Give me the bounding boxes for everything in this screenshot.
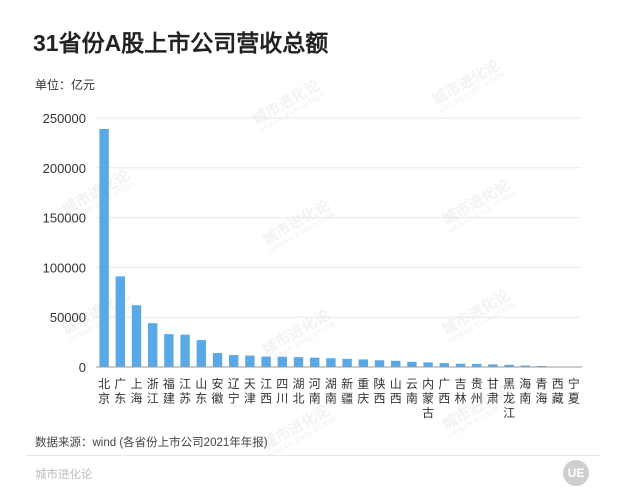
y-tick-label: 250000: [43, 111, 86, 126]
x-tick-label: 山西: [390, 377, 402, 406]
x-tick-label: 江苏: [179, 377, 191, 406]
bar: [229, 355, 239, 367]
bar: [261, 356, 271, 367]
x-tick-label: 新疆: [341, 376, 353, 406]
x-tick-label: 辽宁: [228, 377, 240, 406]
bar: [520, 365, 530, 367]
chart-title: 31省份A股上市公司营收总额: [33, 30, 329, 56]
bar: [407, 361, 417, 367]
x-tick-label: 上海: [130, 377, 142, 406]
bar: [245, 355, 255, 367]
bar: [212, 353, 223, 367]
bar: [99, 128, 109, 367]
bar: [326, 358, 336, 367]
x-tick-label: 吉林: [454, 377, 466, 406]
bar: [439, 363, 449, 367]
x-tick-label: 内蒙古: [422, 377, 434, 420]
bar: [115, 276, 125, 367]
bar: [472, 363, 482, 367]
bar: [148, 323, 158, 367]
x-tick-label: 安徽: [211, 376, 223, 406]
x-tick-label: 福建: [163, 376, 175, 406]
x-tick-label: 浙江: [147, 377, 159, 406]
bar: [374, 360, 385, 367]
bar: [310, 357, 320, 367]
bar: [342, 358, 352, 367]
bar: [164, 334, 174, 367]
x-tick-label: 海南: [519, 376, 531, 406]
unit-label: 单位：亿元: [35, 78, 96, 92]
x-tick-label: 江西: [260, 377, 272, 406]
x-tick-label: 陕西: [373, 376, 385, 406]
y-tick-label: 50000: [50, 310, 86, 325]
x-tick-label: 西藏: [552, 377, 564, 406]
x-tick-label: 山东: [195, 377, 207, 406]
x-tick-label: 青海: [535, 377, 547, 406]
x-tick-label: 云南: [406, 377, 418, 406]
x-tick-label: 广东: [114, 377, 126, 406]
footer-divider: [26, 455, 601, 456]
bar: [196, 340, 206, 367]
x-tick-label: 河南: [309, 377, 321, 406]
y-tick-label: 150000: [43, 211, 86, 226]
x-tick-label: 甘肃: [487, 377, 499, 406]
bar: [455, 363, 466, 367]
x-tick-label: 宁夏: [568, 376, 580, 406]
x-tick-label: 贵州: [471, 377, 483, 406]
x-tick-label: 广西: [438, 377, 450, 406]
bar: [488, 364, 498, 367]
y-tick-label: 0: [79, 360, 86, 375]
x-tick-label: 湖北: [292, 376, 304, 406]
bar: [391, 360, 401, 367]
x-tick-label: 四川: [276, 377, 288, 406]
x-tick-label: 湖南: [325, 376, 337, 406]
brand-logo-icon: UE: [563, 460, 589, 486]
brand-name: 城市进化论: [35, 469, 93, 481]
source-note: 数据来源：wind (各省份上市公司2021年年报): [35, 437, 268, 449]
bar: [423, 362, 433, 367]
bar: [131, 305, 142, 367]
bar: [504, 364, 514, 367]
bar: [358, 359, 368, 367]
bar: [180, 334, 190, 367]
bar-chart: 0 50000 100000 150000 200000 250000 北京广东上海浙江福建…: [43, 111, 582, 420]
bar: [277, 356, 287, 367]
x-tick-label: 黑龙江: [503, 377, 515, 420]
x-tick-label: 北京: [98, 377, 110, 406]
y-tick-label: 200000: [43, 161, 86, 176]
x-tick-label: 天津: [244, 377, 256, 406]
y-tick-label: 100000: [43, 260, 86, 275]
bar: [293, 357, 304, 367]
x-tick-label: 重庆: [357, 377, 369, 406]
